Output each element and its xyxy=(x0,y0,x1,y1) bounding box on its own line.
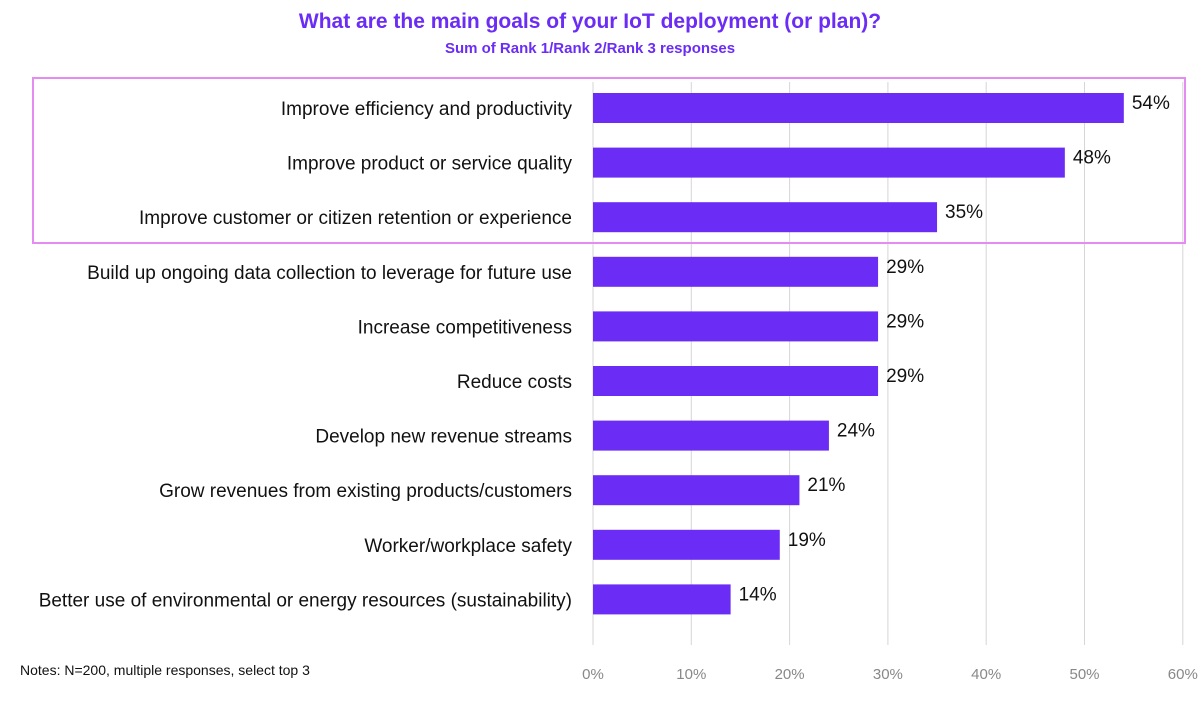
x-tick-label: 10% xyxy=(676,666,706,683)
value-label: 21% xyxy=(807,475,845,496)
category-label: Grow revenues from existing products/cus… xyxy=(159,481,572,502)
value-labels: 54% 48% 35% 29% 29% 29% 24% 21% 19% 14% xyxy=(739,93,1170,605)
bar xyxy=(593,311,879,342)
x-axis-ticks: 0% 10% 20% 30% 40% 50% 60% xyxy=(582,666,1198,683)
notes-text: Notes: N=200, multiple responses, select… xyxy=(20,662,310,678)
value-label: 29% xyxy=(886,366,924,387)
value-label: 54% xyxy=(1132,93,1170,114)
value-label: 48% xyxy=(1073,148,1111,169)
category-label: Better use of environmental or energy re… xyxy=(39,590,572,611)
bar xyxy=(593,93,1124,123)
category-label: Improve product or service quality xyxy=(287,154,573,175)
x-tick-label: 0% xyxy=(582,666,604,683)
chart-subtitle: Sum of Rank 1/Rank 2/Rank 3 responses xyxy=(444,40,736,57)
bar xyxy=(593,147,1065,178)
bar xyxy=(593,366,879,396)
bar xyxy=(593,584,731,615)
bar xyxy=(593,529,780,560)
bars xyxy=(593,93,1124,615)
value-label: 14% xyxy=(739,584,777,605)
category-label: Build up ongoing data collection to leve… xyxy=(87,263,572,284)
value-label: 24% xyxy=(837,421,875,442)
bar xyxy=(593,256,879,287)
x-tick-label: 30% xyxy=(873,666,903,683)
x-tick-label: 20% xyxy=(775,666,805,683)
top-three-highlight-box xyxy=(32,77,1186,244)
value-label: 29% xyxy=(886,257,924,278)
category-label: Reduce costs xyxy=(457,372,572,393)
value-label: 19% xyxy=(788,530,826,551)
bar xyxy=(593,202,938,233)
value-label: 29% xyxy=(886,311,924,332)
bar xyxy=(593,420,829,451)
category-label: Develop new revenue streams xyxy=(315,427,572,448)
chart-title: What are the main goals of your IoT depl… xyxy=(298,10,882,33)
bar xyxy=(593,475,800,506)
value-label: 35% xyxy=(945,202,983,223)
x-tick-label: 60% xyxy=(1168,666,1198,683)
x-tick-label: 40% xyxy=(971,666,1001,683)
category-labels: Improve efficiency and productivity Impro… xyxy=(39,99,573,611)
x-tick-label: 50% xyxy=(1069,666,1099,683)
category-label: Worker/workplace safety xyxy=(364,536,572,557)
category-label: Increase competitiveness xyxy=(358,317,572,338)
category-label: Improve customer or citizen retention or… xyxy=(139,208,572,229)
category-label: Improve efficiency and productivity xyxy=(281,99,573,120)
